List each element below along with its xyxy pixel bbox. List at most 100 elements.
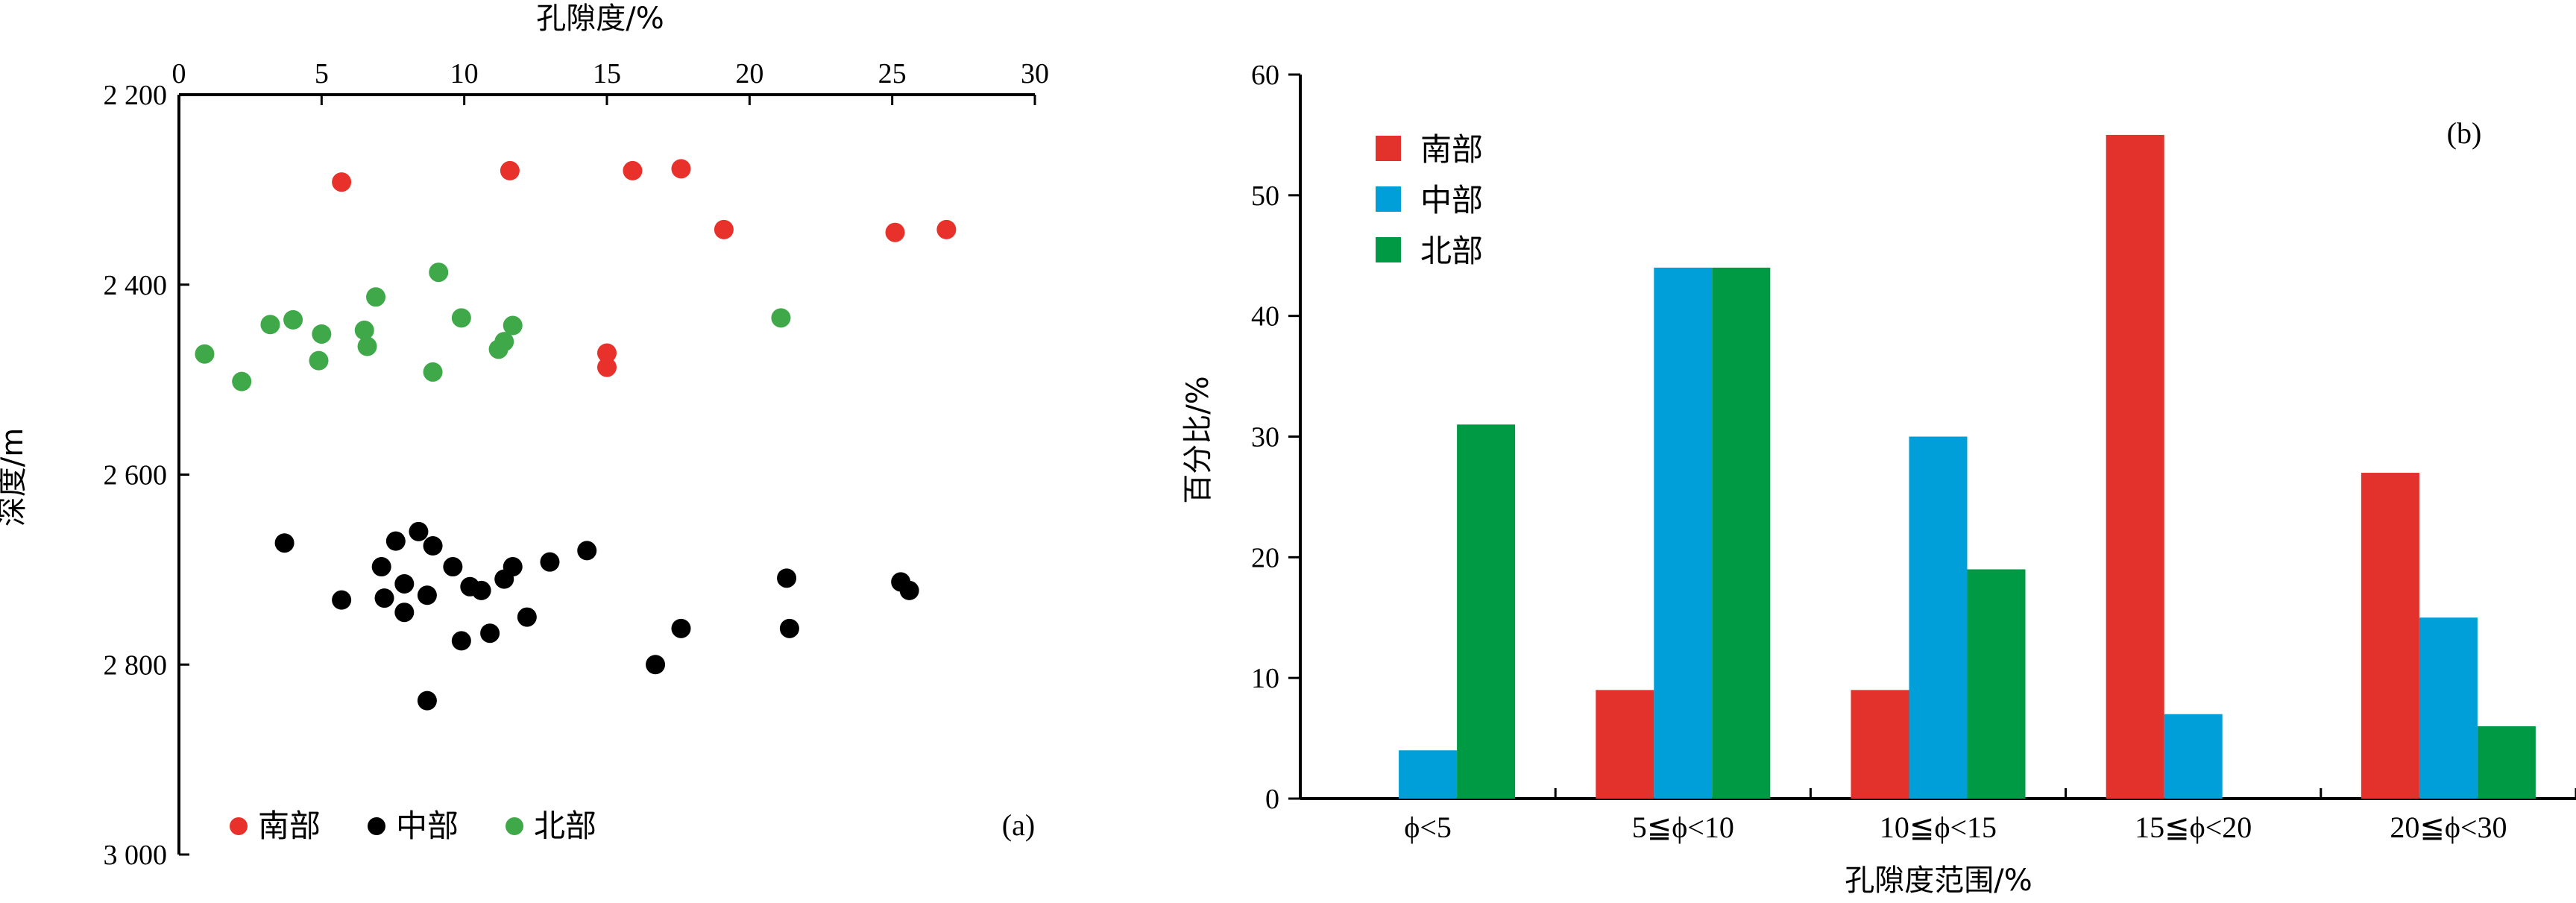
scatter-axes: 0 5 10 15 20 25 30 2 200 2 400 2 600 2 800 3 000: [104, 58, 1050, 871]
bar-axes: 0 10 20 30 40 50 60 ϕ<5 5≦ϕ<10 10≦ϕ<15 15≦ϕ<20 20≦ϕ…: [1251, 60, 2576, 844]
scatter-legend: 南部 中部 北部: [230, 808, 596, 844]
bar-north: [1712, 267, 1771, 799]
scatter-point-central: [777, 568, 797, 588]
bar-central: [1654, 267, 1713, 799]
scatter-point-north: [494, 332, 514, 352]
scatter-x-tick-label: 5: [315, 58, 329, 89]
scatter-point-north: [195, 344, 215, 364]
scatter-point-central: [394, 602, 415, 623]
scatter-point-central: [274, 533, 295, 553]
scatter-point-south: [597, 343, 617, 363]
scatter-legend-label: 中部: [396, 808, 459, 844]
bar-y-tick-label: 60: [1251, 60, 1279, 91]
scatter-x-axis-label: 孔隙度/%: [536, 1, 664, 36]
scatter-y-tick-label: 3 000: [104, 840, 168, 871]
scatter-point-central: [417, 585, 437, 605]
bar-central: [1909, 436, 1968, 799]
bar-panel-label: (b): [2447, 116, 2482, 150]
bar-north: [2477, 726, 2536, 799]
bar-y-tick-label: 10: [1251, 663, 1279, 694]
scatter-point-north: [366, 287, 386, 307]
scatter-point-central: [779, 618, 799, 638]
scatter-legend-marker: [368, 817, 385, 835]
scatter-point-north: [503, 315, 523, 336]
scatter-point-central: [577, 541, 597, 561]
bar-y-tick-label: 20: [1251, 542, 1279, 573]
bar-y-tick-label: 0: [1265, 784, 1279, 815]
scatter-point-central: [503, 557, 523, 577]
scatter-point-central: [443, 557, 463, 577]
bar-x-tick-label: 15≦ϕ<20: [2135, 811, 2252, 844]
bar-north: [1457, 424, 1516, 799]
scatter-legend-label: 北部: [534, 808, 596, 844]
bar-series: [1399, 134, 2536, 799]
scatter-point-central: [671, 618, 691, 638]
scatter-point-north: [423, 362, 443, 382]
scatter-point-south: [597, 357, 617, 377]
scatter-legend-marker: [230, 817, 248, 835]
scatter-point-central: [332, 590, 352, 610]
scatter-point-north: [309, 350, 329, 371]
scatter-point-north: [357, 336, 377, 356]
scatter-point-north: [232, 371, 252, 391]
scatter-point-central: [646, 655, 666, 675]
scatter-x-tick-label: 0: [172, 58, 186, 89]
scatter-point-central: [417, 690, 437, 711]
scatter-point-central: [371, 557, 391, 577]
bar-central: [1399, 750, 1458, 799]
scatter-point-north: [354, 320, 374, 340]
bar-y-axis-label: 百分比/%: [1181, 376, 1215, 503]
bar-south: [2361, 473, 2419, 799]
scatter-point-central: [451, 631, 471, 651]
scatter-point-south: [500, 160, 520, 180]
scatter-panel-label: (a): [1002, 808, 1035, 842]
bar-x-tick-label: 20≦ϕ<30: [2390, 811, 2507, 844]
bar-legend-swatch: [1376, 237, 1401, 262]
scatter-y-axis-label: 深度/m: [0, 428, 30, 526]
bar-legend-label: 南部: [1420, 131, 1483, 168]
scatter-x-tick-label: 20: [735, 58, 763, 89]
scatter-point-south: [885, 222, 905, 242]
scatter-point-north: [283, 309, 303, 330]
scatter-point-north: [451, 308, 471, 328]
scatter-point-central: [394, 573, 415, 594]
scatter-point-central: [471, 580, 491, 600]
bar-legend-label: 中部: [1420, 182, 1483, 218]
scatter-y-tick-label: 2 800: [104, 649, 168, 681]
scatter-point-north: [429, 262, 449, 283]
scatter-point-central: [374, 588, 394, 608]
bar-y-tick-label: 30: [1251, 422, 1279, 453]
scatter-point-central: [517, 607, 537, 627]
scatter-x-tick-label: 15: [593, 58, 621, 89]
scatter-point-north: [312, 324, 332, 344]
scatter-x-tick-label: 25: [878, 58, 907, 89]
bar-legend-swatch: [1376, 186, 1401, 212]
bar-panel-b: 0 10 20 30 40 50 60 ϕ<5 5≦ϕ<10 10≦ϕ<15 15≦ϕ<20 20≦ϕ…: [1181, 60, 2576, 898]
scatter-point-north: [771, 308, 791, 328]
scatter-point-central: [423, 536, 443, 556]
scatter-point-central: [540, 552, 560, 572]
scatter-point-central: [409, 521, 429, 541]
scatter-point-south: [936, 219, 957, 239]
scatter-point-south: [332, 172, 352, 192]
bar-south: [1851, 690, 1909, 799]
bar-x-tick-label: 5≦ϕ<10: [1632, 811, 1734, 844]
scatter-y-tick-label: 2 600: [104, 460, 168, 491]
bar-south: [1596, 690, 1654, 799]
bar-south: [2106, 134, 2164, 799]
scatter-point-central: [480, 623, 500, 644]
scatter-legend-marker: [506, 817, 523, 835]
scatter-y-tick-label: 2 200: [104, 80, 168, 111]
scatter-point-north: [260, 315, 280, 335]
scatter-point-central: [385, 531, 406, 551]
bar-north: [1967, 569, 2026, 799]
bar-legend-swatch: [1376, 136, 1401, 161]
bar-x-tick-label: ϕ<5: [1404, 811, 1452, 844]
scatter-point-south: [714, 219, 734, 239]
scatter-x-tick-label: 30: [1021, 58, 1049, 89]
bar-central: [2164, 714, 2223, 799]
scatter-panel-a: 0 5 10 15 20 25 30 2 200 2 400 2 600 2 800 3 000 南部…: [0, 1, 1049, 871]
